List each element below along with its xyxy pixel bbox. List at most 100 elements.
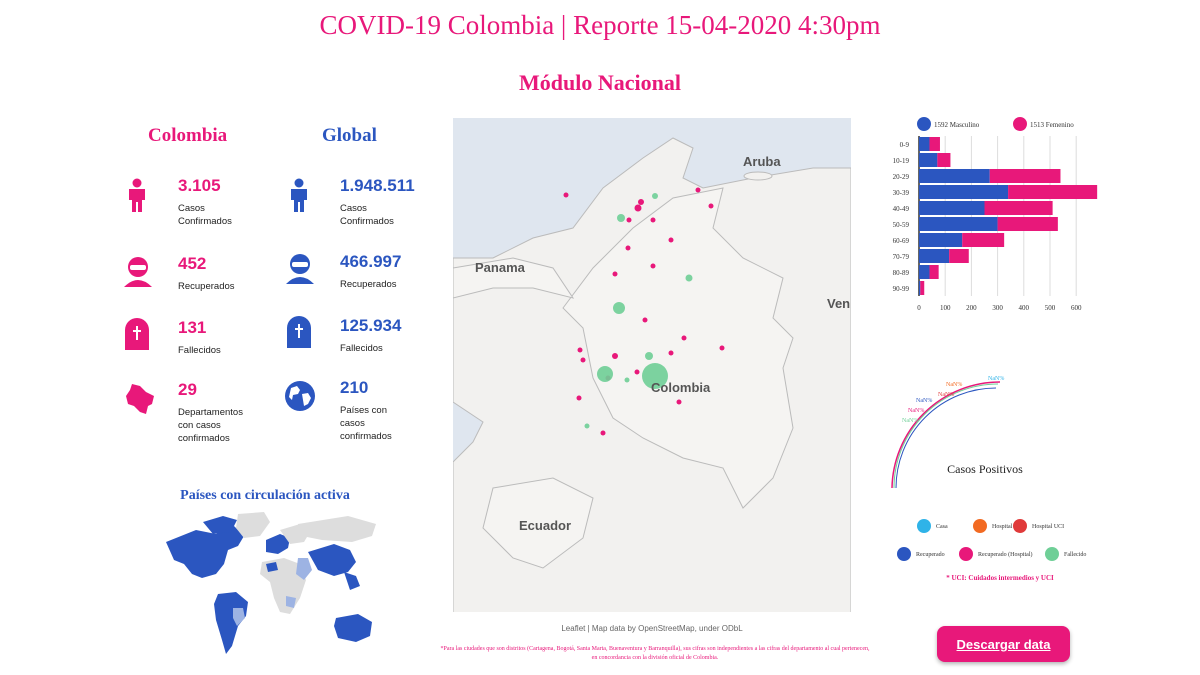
bar	[984, 201, 1053, 215]
legend-swatch	[1013, 519, 1027, 533]
x-tick-label: 600	[1071, 304, 1082, 312]
bar	[962, 233, 1005, 247]
positive-cases-legend: Casa Hospital Hospital UCI Recuperado Recupe…	[897, 519, 1086, 561]
colombia-confirmed: 3.105 Casos Confirmados	[178, 176, 232, 228]
x-tick-label: 300	[992, 304, 1003, 312]
bar	[949, 249, 969, 263]
legend-swatch	[917, 519, 931, 533]
bar	[919, 281, 921, 295]
legend-swatch	[973, 519, 987, 533]
recovered-icon	[286, 254, 314, 284]
x-tick-label: 100	[940, 304, 951, 312]
x-tick-label: 400	[1019, 304, 1030, 312]
slice-label: NaN%	[902, 418, 918, 424]
colombia-heading: Colombia	[148, 125, 228, 146]
map-base	[453, 118, 851, 612]
colombia-deaths: 131 Fallecidos	[178, 318, 221, 357]
tombstone-icon	[125, 318, 149, 350]
global-confirmed: 1.948.511 Casos Confirmados	[340, 176, 415, 228]
bar	[919, 265, 930, 279]
map-label-ecuador: Ecuador	[519, 518, 572, 533]
colombia-map[interactable]: Aruba Panama Colombia Ecuador Ven	[453, 118, 851, 612]
y-tick-label: 20-29	[893, 173, 910, 181]
map-label-aruba: Aruba	[743, 154, 781, 169]
slice-label: NaN%	[946, 382, 962, 388]
global-heading: Global	[322, 125, 377, 146]
bar	[920, 281, 925, 295]
slice-label: NaN%	[908, 408, 924, 414]
bar	[1008, 185, 1098, 199]
x-tick-label: 500	[1045, 304, 1056, 312]
person-icon	[291, 178, 307, 212]
colombia-recovered: 452 Recuperados	[178, 254, 235, 293]
colombia-recovered-label: Recuperados	[178, 281, 235, 292]
bar	[919, 185, 1009, 199]
bar	[937, 153, 951, 167]
legend-swatch	[1045, 547, 1059, 561]
legend-label: 1513 Femenino	[1030, 121, 1074, 129]
person-icon	[129, 178, 145, 212]
colombia-map-icon	[126, 384, 154, 414]
y-tick-label: 0-9	[900, 141, 910, 149]
y-tick-label: 50-59	[893, 221, 910, 229]
y-tick-label: 40-49	[893, 205, 910, 213]
global-deaths: 125.934 Fallecidos	[340, 316, 401, 355]
colombia-confirmed-label: Casos Confirmados	[178, 203, 232, 227]
map-label-panama: Panama	[475, 260, 525, 275]
globe-icon	[285, 381, 315, 411]
map-attribution[interactable]: Leaflet | Map data by OpenStreetMap, und…	[561, 624, 743, 633]
bar	[919, 249, 950, 263]
legend-label: Fallecido	[1064, 552, 1086, 558]
pie-slice-labels: NaN% NaN% NaN% NaN% NaN% NaN%	[902, 376, 1004, 424]
chart-arc	[891, 381, 1001, 489]
legend-label: Hospital	[992, 524, 1013, 530]
legend-swatch	[897, 547, 911, 561]
tombstone-icon	[287, 316, 311, 348]
bar	[997, 217, 1058, 231]
colombia-deaths-label: Fallecidos	[178, 345, 221, 356]
slice-label: NaN%	[988, 376, 1004, 382]
module-title: Módulo Nacional	[519, 70, 681, 95]
y-tick-label: 10-19	[893, 157, 910, 165]
bar	[919, 153, 938, 167]
countries-map-title: Países con circulación activa	[180, 488, 350, 503]
legend-label: Hospital UCI	[1032, 524, 1064, 530]
colombia-recovered-value: 452	[178, 254, 207, 273]
recovered-icon	[124, 257, 152, 287]
legend-swatch	[917, 117, 931, 131]
global-countries-label: Países con casos confirmados	[340, 405, 392, 442]
legend-label: Recuperado (Hospital)	[978, 551, 1032, 558]
global-recovered-value: 466.997	[340, 252, 402, 271]
bar	[989, 169, 1061, 183]
positive-cases-chart: NaN% NaN% NaN% NaN% NaN% NaN%	[891, 376, 1004, 489]
global-confirmed-value: 1.948.511	[340, 176, 415, 195]
bar	[919, 201, 985, 215]
y-tick-label: 60-69	[893, 237, 910, 245]
colombia-deaths-value: 131	[178, 318, 207, 337]
map-label-colombia: Colombia	[651, 380, 711, 395]
global-countries: 210 Países con casos confirmados	[340, 378, 392, 443]
colombia-confirmed-value: 3.105	[178, 176, 221, 195]
chart-labels: 0 100 200 300 400 500 600 0-9 10-19 20-29 30-39 40-…	[893, 141, 1082, 312]
y-tick-label: 70-79	[893, 253, 910, 261]
legend-label: Casa	[936, 524, 948, 530]
bar	[929, 265, 939, 279]
global-recovered-label: Recuperados	[340, 279, 397, 290]
global-deaths-label: Fallecidos	[340, 343, 383, 354]
global-recovered: 466.997 Recuperados	[340, 252, 401, 291]
map-label-venezuela: Ven	[827, 296, 851, 311]
y-tick-label: 30-39	[893, 189, 910, 197]
uci-note: * UCI: Cuidados intermedios y UCI	[946, 574, 1054, 582]
colombia-departments-value: 29	[178, 380, 197, 399]
slice-label: NaN%	[916, 398, 932, 404]
slice-label: NaN%	[938, 392, 954, 398]
age-gender-chart: 1592 Masculino 1513 Femenino 0 100 200 300 40…	[893, 117, 1098, 312]
download-data-button[interactable]: Descargar data	[937, 626, 1070, 662]
bar	[919, 137, 930, 151]
world-map[interactable]	[158, 512, 380, 658]
positive-cases-title: Casos Positivos	[947, 462, 1023, 476]
legend-swatch	[1013, 117, 1027, 131]
chart-arc	[895, 387, 997, 489]
page-title: COVID-19 Colombia | Reporte 15-04-2020 4…	[319, 10, 881, 40]
bar	[919, 169, 990, 183]
